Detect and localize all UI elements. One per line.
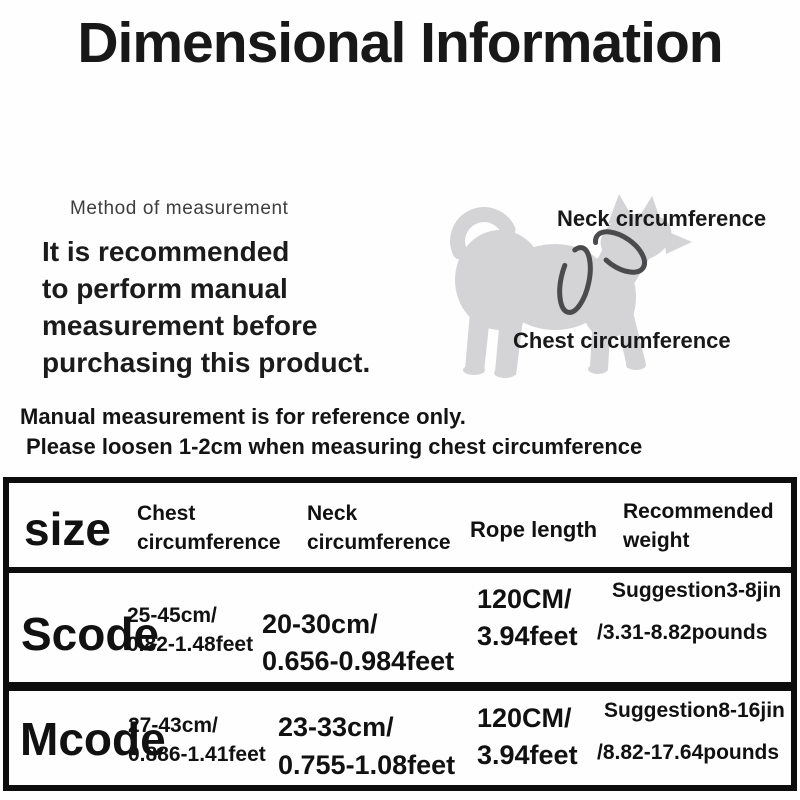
weight-cell-mcode-line1: Suggestion8-16jin [604, 699, 785, 722]
column-header-chest-circumference: Chest circumference [137, 499, 281, 557]
table-row-divider [9, 682, 791, 691]
recommendation-line: measurement before [42, 310, 318, 341]
size-cell-scode: Scode [21, 608, 160, 660]
recommendation-line: to perform manual [42, 273, 288, 304]
column-header-line: Chest [137, 502, 196, 525]
cell-line: 0.656-0.984feet [262, 646, 455, 676]
rope-cell-mcode: 120CM/ 3.94feet [477, 700, 578, 774]
column-header-line: circumference [307, 531, 451, 554]
column-header-neck-circumference: Neck circumference [307, 499, 451, 557]
recommendation-line: purchasing this product. [42, 347, 371, 378]
cell-line: 23-33cm/ [278, 712, 394, 742]
column-header-recommended-weight: Recommended weight [623, 497, 774, 555]
weight-cell-scode-line1: Suggestion3-8jin [612, 579, 782, 602]
neck-measure-ring-icon [593, 229, 647, 275]
measurement-recommendation-text: It is recommended to perform manual meas… [42, 233, 370, 381]
dog-silhouette-illustration [450, 194, 692, 378]
reference-note-line2: Please loosen 1-2cm when measuring chest… [26, 434, 643, 459]
size-table [3, 477, 797, 791]
column-header-line: Recommended [623, 500, 774, 523]
cell-line: 3.94feet [477, 621, 578, 651]
column-header-line: weight [623, 529, 690, 552]
neck-cell-scode: 20-30cm/ 0.656-0.984feet [262, 606, 454, 680]
chest-cell-mcode: 27-43cm/ 0.886-1.41feet [128, 711, 266, 769]
rope-cell-scode: 120CM/ 3.94feet [477, 581, 578, 655]
page-title: Dimensional Information [77, 11, 723, 75]
cell-line: 20-30cm/ [262, 609, 378, 639]
cell-line: 3.94feet [477, 740, 578, 770]
cell-line: 120CM/ [477, 703, 572, 733]
cell-line: 120CM/ [477, 584, 572, 614]
neck-cell-mcode: 23-33cm/ 0.755-1.08feet [278, 708, 455, 784]
column-header-line: circumference [137, 531, 281, 554]
dog-tail [450, 207, 516, 260]
weight-cell-mcode-line2: /8.82-17.64pounds [597, 741, 780, 764]
table-row-divider [9, 567, 791, 573]
chest-circumference-label: Chest circumference [513, 328, 731, 353]
cell-line: 27-43cm/ [128, 714, 218, 737]
neck-circumference-label: Neck circumference [557, 206, 767, 231]
reference-note-line1: Manual measurement is for reference only… [20, 404, 466, 429]
recommendation-line: It is recommended [42, 236, 290, 267]
chest-measure-ring-icon [557, 245, 593, 315]
chest-cell-scode: 25-45cm/ 0.82-1.48feet [127, 601, 253, 659]
cell-line: 25-45cm/ [127, 604, 217, 627]
weight-cell-scode-line2: /3.31-8.82pounds [597, 621, 768, 644]
cell-line: 0.82-1.48feet [127, 633, 254, 656]
method-of-measurement-label: Method of measurement [70, 198, 289, 219]
column-header-line: Neck [307, 502, 358, 525]
cell-line: 0.886-1.41feet [128, 743, 266, 766]
size-cell-mcode: Mcode [20, 713, 166, 765]
cell-line: 0.755-1.08feet [278, 750, 456, 780]
column-header-rope-length: Rope length [470, 517, 598, 542]
dog-body [450, 194, 692, 378]
column-header-size: size [24, 503, 111, 555]
